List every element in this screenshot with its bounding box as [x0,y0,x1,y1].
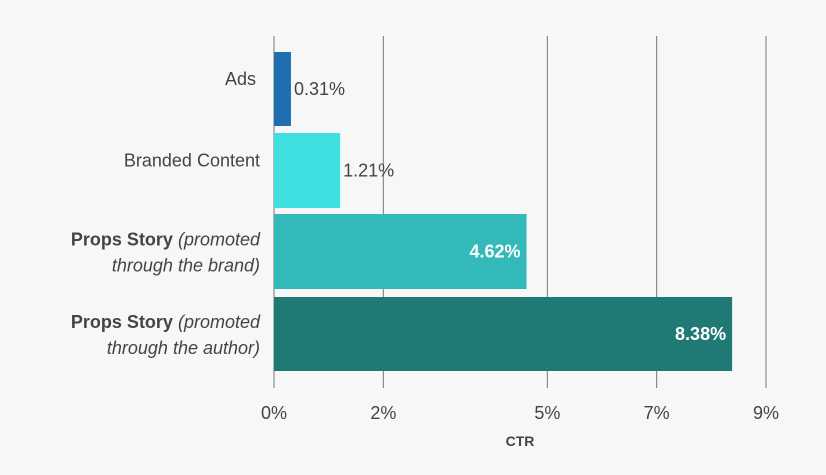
bar [274,214,527,289]
tick-label: 2% [370,403,396,423]
x-axis-title: CTR [506,433,535,449]
data-label: 4.62% [470,242,521,262]
category-label: Props Story (promoted [71,312,261,332]
bar [274,52,291,126]
data-label: 8.38% [675,324,726,344]
data-label: 1.21% [343,161,394,181]
tick-label: 5% [534,403,560,423]
category-label: Props Story (promoted [71,230,261,250]
bar [274,297,733,371]
bar [274,133,341,208]
tick-label: 0% [261,403,287,423]
category-label-line2: through the author) [107,338,260,358]
tick-label: 7% [644,403,670,423]
category-label-line2: through the brand) [112,256,260,276]
tick-label: 9% [753,403,779,423]
data-label: 0.31% [294,79,345,99]
category-label: Ads [225,69,256,89]
category-label: Branded Content [124,151,260,171]
